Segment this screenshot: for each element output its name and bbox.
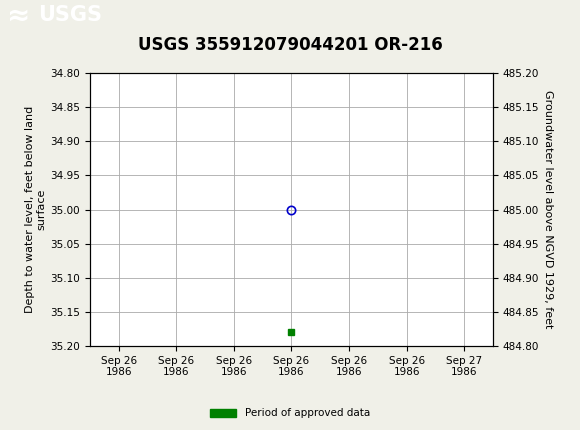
Y-axis label: Depth to water level, feet below land
surface: Depth to water level, feet below land su…	[24, 106, 46, 313]
Text: USGS: USGS	[38, 6, 102, 25]
Legend: Period of approved data: Period of approved data	[206, 404, 374, 423]
Text: USGS 355912079044201 OR-216: USGS 355912079044201 OR-216	[137, 36, 443, 54]
Y-axis label: Groundwater level above NGVD 1929, feet: Groundwater level above NGVD 1929, feet	[543, 90, 553, 329]
Text: ≈: ≈	[7, 1, 30, 30]
